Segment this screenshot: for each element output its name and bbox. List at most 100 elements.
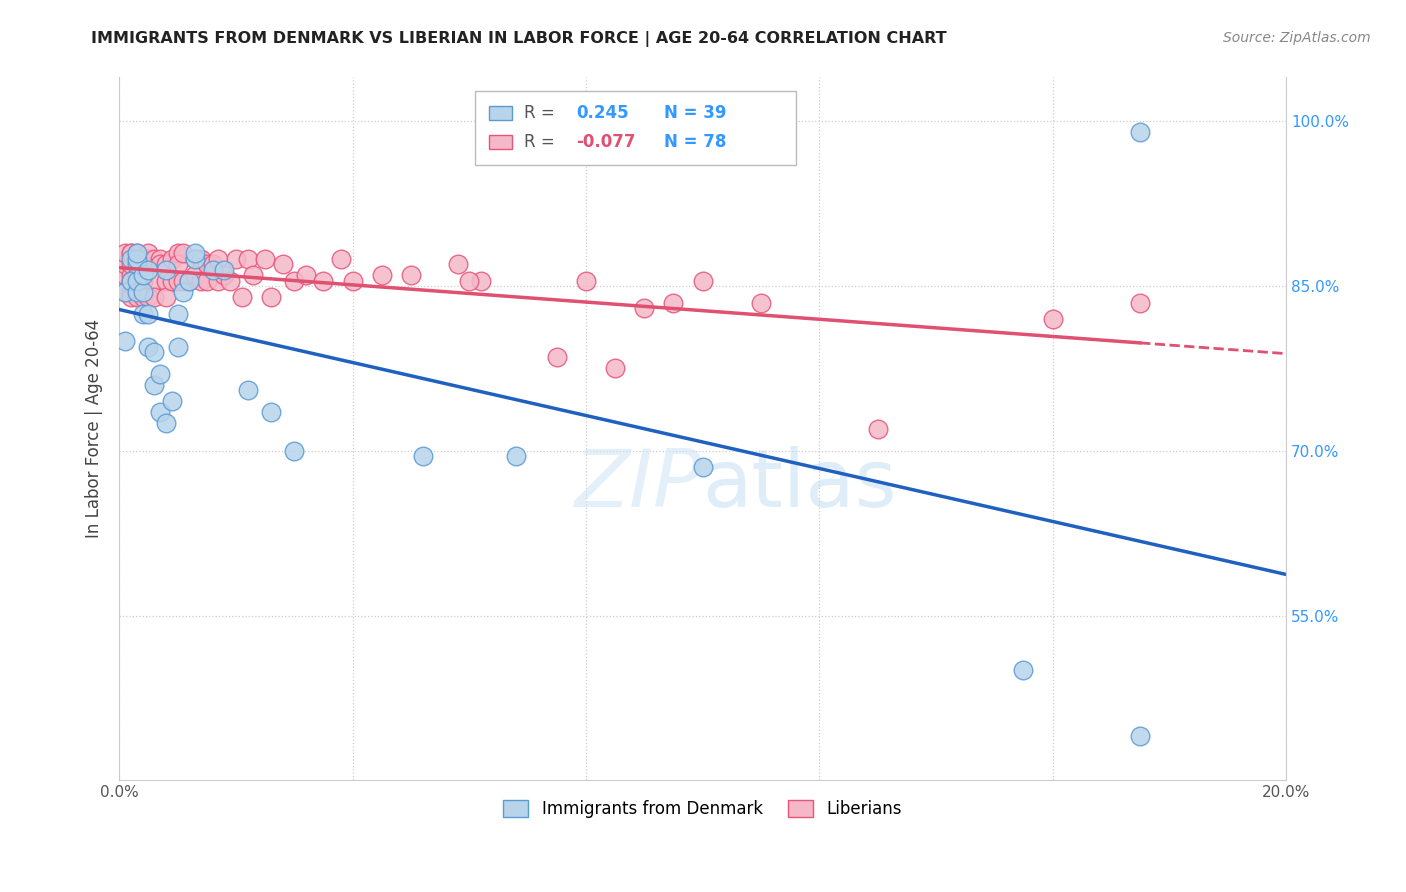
Point — [155, 257, 177, 271]
FancyBboxPatch shape — [489, 105, 512, 120]
Point — [125, 246, 148, 260]
Point — [412, 450, 434, 464]
Text: atlas: atlas — [703, 446, 897, 524]
Point — [342, 274, 364, 288]
Point — [138, 339, 160, 353]
Point — [236, 384, 259, 398]
Text: -0.077: -0.077 — [576, 133, 636, 151]
Point — [125, 257, 148, 271]
Point — [114, 268, 136, 282]
Point — [295, 268, 318, 282]
Point — [131, 274, 153, 288]
Point — [236, 252, 259, 266]
Point — [1129, 730, 1152, 744]
Point — [195, 274, 218, 288]
Point — [114, 257, 136, 271]
Point — [1042, 312, 1064, 326]
Point — [143, 252, 166, 266]
Point — [125, 285, 148, 299]
Point — [172, 285, 194, 299]
Point — [120, 268, 142, 282]
Point — [172, 246, 194, 260]
Point — [131, 285, 153, 299]
Text: N = 78: N = 78 — [664, 133, 727, 151]
FancyBboxPatch shape — [475, 92, 796, 165]
Text: R =: R = — [524, 133, 565, 151]
Point — [166, 246, 188, 260]
Point — [149, 257, 172, 271]
Point — [166, 339, 188, 353]
Point — [120, 290, 142, 304]
Point — [254, 252, 277, 266]
Point — [143, 274, 166, 288]
Point — [231, 290, 253, 304]
Point — [1129, 125, 1152, 139]
Point — [260, 405, 283, 419]
Point — [662, 295, 685, 310]
Point — [138, 262, 160, 277]
Point — [446, 257, 468, 271]
Point — [120, 257, 142, 271]
Text: ZIP: ZIP — [575, 446, 703, 524]
Point — [149, 367, 172, 381]
Point — [138, 246, 160, 260]
Point — [114, 334, 136, 348]
Point — [225, 252, 247, 266]
Point — [399, 268, 422, 282]
Point — [207, 274, 229, 288]
Point — [120, 274, 142, 288]
Point — [603, 361, 626, 376]
Point — [195, 257, 218, 271]
Point — [207, 252, 229, 266]
Point — [125, 252, 148, 266]
Point — [184, 246, 207, 260]
Point — [329, 252, 352, 266]
Point — [120, 252, 142, 266]
Text: IMMIGRANTS FROM DENMARK VS LIBERIAN IN LABOR FORCE | AGE 20-64 CORRELATION CHART: IMMIGRANTS FROM DENMARK VS LIBERIAN IN L… — [91, 31, 948, 47]
Point — [458, 274, 481, 288]
Text: 0.245: 0.245 — [576, 103, 630, 121]
Point — [866, 422, 889, 436]
Point — [160, 274, 183, 288]
Point — [160, 252, 183, 266]
Point — [1012, 664, 1035, 678]
Point — [749, 295, 772, 310]
Point — [131, 257, 153, 271]
Point — [114, 285, 136, 299]
Point — [125, 274, 148, 288]
Point — [131, 268, 153, 282]
Point — [184, 268, 207, 282]
Point — [166, 257, 188, 271]
FancyBboxPatch shape — [489, 135, 512, 149]
Point — [125, 246, 148, 260]
Point — [184, 252, 207, 266]
Point — [143, 378, 166, 392]
Point — [138, 290, 160, 304]
Point — [160, 394, 183, 409]
Point — [283, 443, 305, 458]
Text: Source: ZipAtlas.com: Source: ZipAtlas.com — [1223, 31, 1371, 45]
Point — [190, 252, 212, 266]
Point — [125, 268, 148, 282]
Point — [505, 450, 527, 464]
Point — [219, 274, 242, 288]
Point — [184, 252, 207, 266]
Point — [201, 262, 224, 277]
Point — [125, 290, 148, 304]
Point — [546, 351, 568, 365]
Point — [201, 257, 224, 271]
Point — [131, 307, 153, 321]
Point — [138, 257, 160, 271]
Text: N = 39: N = 39 — [664, 103, 727, 121]
Point — [120, 246, 142, 260]
Point — [114, 246, 136, 260]
Point — [172, 274, 194, 288]
Y-axis label: In Labor Force | Age 20-64: In Labor Force | Age 20-64 — [86, 319, 103, 539]
Point — [312, 274, 335, 288]
Point — [138, 252, 160, 266]
Point — [470, 274, 492, 288]
Point — [371, 268, 394, 282]
Point — [692, 460, 714, 475]
Point — [283, 274, 305, 288]
Point — [138, 307, 160, 321]
